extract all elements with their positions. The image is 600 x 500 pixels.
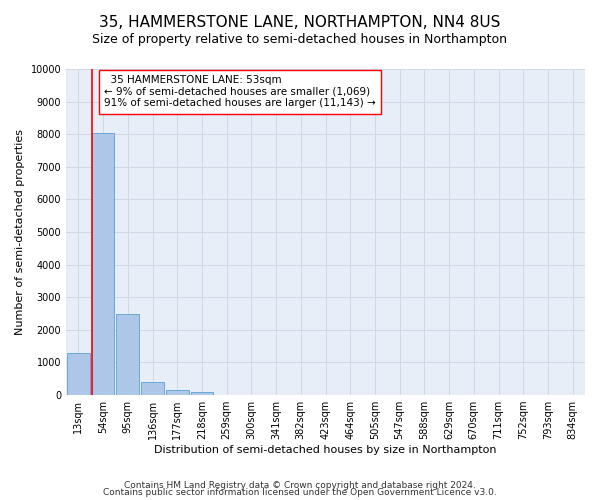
Text: Size of property relative to semi-detached houses in Northampton: Size of property relative to semi-detach… <box>92 32 508 46</box>
Bar <box>67 352 90 395</box>
Bar <box>141 382 164 395</box>
Bar <box>166 390 188 395</box>
X-axis label: Distribution of semi-detached houses by size in Northampton: Distribution of semi-detached houses by … <box>154 445 497 455</box>
Y-axis label: Number of semi-detached properties: Number of semi-detached properties <box>15 129 25 335</box>
Bar <box>92 132 115 395</box>
Text: Contains HM Land Registry data © Crown copyright and database right 2024.: Contains HM Land Registry data © Crown c… <box>124 480 476 490</box>
Text: 35, HAMMERSTONE LANE, NORTHAMPTON, NN4 8US: 35, HAMMERSTONE LANE, NORTHAMPTON, NN4 8… <box>100 15 500 30</box>
Bar <box>191 392 214 395</box>
Bar <box>116 314 139 395</box>
Text: Contains public sector information licensed under the Open Government Licence v3: Contains public sector information licen… <box>103 488 497 497</box>
Text: 35 HAMMERSTONE LANE: 53sqm
← 9% of semi-detached houses are smaller (1,069)
91% : 35 HAMMERSTONE LANE: 53sqm ← 9% of semi-… <box>104 75 376 108</box>
